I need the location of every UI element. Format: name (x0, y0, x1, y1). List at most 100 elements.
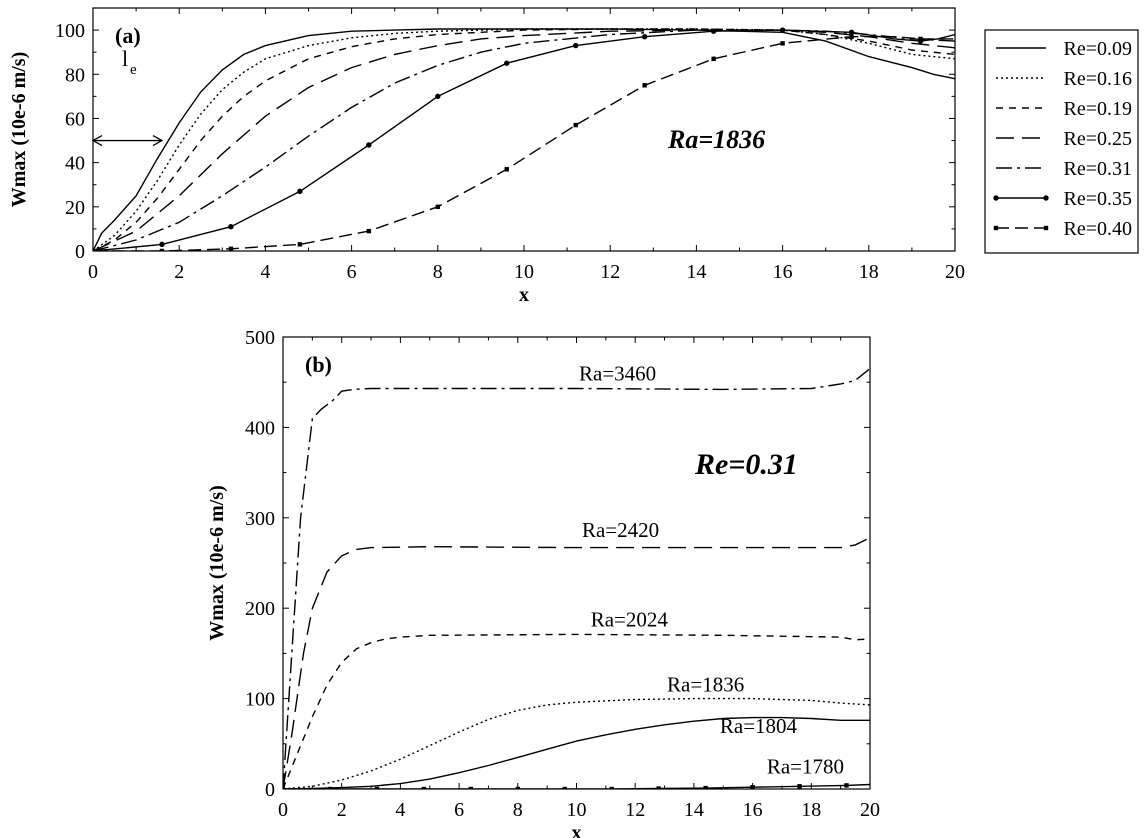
data-point (228, 246, 234, 251)
y-tick-label: 100 (55, 20, 85, 42)
legend-label: Re=0.16 (1064, 68, 1133, 90)
data-point (297, 188, 303, 195)
x-tick-label: 2 (337, 799, 347, 821)
x-tick-label: 10 (567, 799, 587, 821)
series-line-re-0-19 (93, 28, 955, 251)
data-point (327, 786, 333, 789)
panel-label: (a) (115, 23, 141, 48)
series-line-ra-1780 (283, 783, 870, 789)
x-tick-label: 18 (801, 799, 821, 821)
data-point (711, 56, 716, 62)
x-tick-label: 14 (686, 261, 706, 283)
x-tick-label: 18 (859, 261, 879, 283)
data-point (642, 83, 647, 88)
series-label: Ra=3460 (579, 361, 656, 385)
series-label: Ra=1780 (767, 755, 844, 779)
x-axis-label: x (519, 284, 529, 306)
data-point (297, 242, 303, 247)
x-tick-label: 0 (88, 261, 98, 283)
x-tick-label: 12 (625, 799, 645, 821)
x-tick-label: 20 (860, 799, 880, 821)
x-tick-label: 0 (278, 799, 288, 821)
data-point (93, 248, 96, 251)
legend-label: Re=0.35 (1064, 188, 1133, 210)
legend-box (984, 29, 1139, 254)
x-tick-label: 14 (684, 799, 704, 821)
arrowhead-left (91, 134, 103, 147)
x-tick-label: 20 (945, 261, 965, 283)
series-line-re-0-35 (93, 29, 955, 251)
x-tick-label: 16 (773, 261, 793, 283)
data-point (562, 786, 567, 789)
legend-label: Re=0.31 (1064, 158, 1133, 180)
data-point (609, 786, 614, 789)
data-point (703, 785, 708, 789)
y-tick-label: 60 (65, 108, 85, 130)
legend-label: Re=0.25 (1064, 128, 1133, 150)
y-tick-label: 300 (245, 508, 275, 530)
arrowhead-right (152, 134, 164, 147)
series-line-ra-1836 (283, 697, 870, 789)
y-tick-label: 0 (265, 779, 275, 801)
series-label: Ra=1804 (720, 714, 798, 738)
y-tick-label: 100 (245, 689, 275, 711)
data-point (159, 241, 165, 248)
legend-marker (1043, 195, 1049, 201)
panel-a-chart: 0 2 4 6 8 10 12 14 16 18 20 0 20 40 60 80 100 x Wmax (10e-… (8, 7, 965, 306)
y-tick-label: 80 (65, 64, 85, 86)
y-axis-label: Wmax (10e-6 m/s) (8, 52, 30, 208)
data-point (159, 248, 165, 251)
legend-label: Re=0.09 (1064, 38, 1133, 60)
legend-marker (993, 195, 999, 201)
legend-label: Re=0.40 (1064, 218, 1133, 240)
data-point (848, 29, 855, 35)
series-label: Ra=2420 (582, 518, 659, 542)
data-point (366, 142, 372, 148)
series-line-re-0-09 (93, 28, 955, 251)
series-line-ra-3460 (283, 368, 870, 789)
series-group (283, 368, 870, 789)
annotation: Ra=1836 (667, 125, 765, 154)
data-point (656, 786, 661, 789)
y-tick-label: 0 (75, 241, 85, 263)
plot-frame (92, 7, 956, 252)
entrance-length-subscript: e (130, 62, 137, 78)
x-tick-label: 12 (600, 261, 620, 283)
data-point (468, 786, 474, 789)
x-tick-label: 4 (395, 799, 405, 821)
data-point (228, 224, 234, 230)
series-line-re-0-25 (93, 29, 955, 251)
series-line-ra-2420 (283, 537, 870, 789)
y-tick-label: 20 (65, 197, 85, 219)
series-group (93, 27, 955, 251)
data-point (779, 27, 786, 33)
legend-label: Re=0.19 (1064, 98, 1133, 120)
data-point (515, 786, 520, 789)
data-point (435, 93, 441, 100)
x-axis-label: x (572, 822, 582, 838)
legend-marker (1043, 225, 1049, 231)
data-point (780, 41, 785, 46)
series-line-re-0-40 (93, 36, 955, 251)
x-tick-label: 2 (174, 261, 184, 283)
data-point (710, 28, 717, 34)
series-line-re-0-31 (93, 29, 955, 251)
y-tick-label: 500 (245, 327, 275, 349)
x-tick-label: 8 (433, 261, 443, 283)
entrance-length-label: l (122, 46, 128, 71)
data-point (283, 786, 286, 789)
legend-marker (993, 225, 999, 231)
data-point (750, 784, 755, 789)
data-point (641, 34, 648, 40)
data-point (844, 783, 849, 788)
series-line-ra-1804 (283, 716, 870, 789)
x-tick-label: 4 (260, 261, 270, 283)
y-tick-label: 40 (65, 153, 85, 175)
data-point (374, 786, 380, 789)
data-point (421, 786, 427, 789)
data-point (849, 34, 854, 39)
x-tick-label: 16 (743, 799, 763, 821)
data-point (366, 228, 372, 234)
